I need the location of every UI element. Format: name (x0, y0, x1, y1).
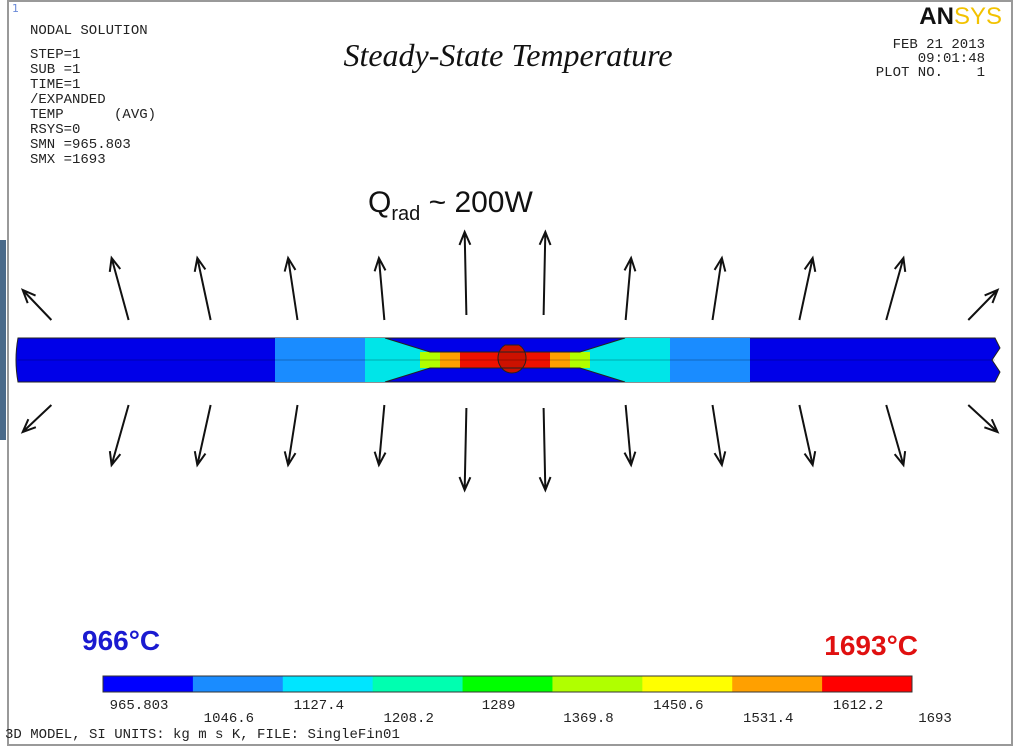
info-line: STEP=1 (30, 47, 80, 63)
fin (16, 338, 1000, 382)
info-line: RSYS=0 (30, 122, 80, 138)
legend-swatch (642, 676, 732, 692)
legend-swatch (193, 676, 283, 692)
plot-window: 1 NODAL SOLUTION STEP=1SUB =1TIME=1/EXPAN… (0, 0, 1015, 747)
info-line: SMN =965.803 (30, 137, 131, 153)
legend-label: 1531.4 (743, 711, 793, 727)
legend-label: 1612.2 (833, 698, 883, 714)
info-line: NODAL SOLUTION (30, 23, 148, 39)
annotation-text: ~ 200W (420, 186, 533, 219)
info-line: SUB =1 (30, 62, 80, 78)
min-label: 966°C (82, 625, 160, 656)
legend-swatch (822, 676, 912, 692)
annotation-symbol: Q (368, 186, 391, 219)
info-line: TEMP (AVG) (30, 107, 156, 123)
side-strip (0, 240, 6, 440)
logo-light: SYS (954, 3, 1002, 30)
legend-label: 1693 (918, 711, 952, 727)
legend-label: 1369.8 (563, 711, 613, 727)
legend-swatch (463, 676, 553, 692)
window-number: 1 (12, 2, 19, 15)
legend-swatch (103, 676, 193, 692)
fin-cap (498, 345, 526, 373)
title: Steady-State Temperature (343, 37, 672, 73)
info-line: SMX =1693 (30, 152, 106, 168)
legend-label: 1450.6 (653, 698, 703, 714)
stamp-line: PLOT NO. 1 (876, 65, 985, 81)
legend-label: 1127.4 (294, 698, 344, 714)
legend-swatch (283, 676, 373, 692)
legend-label: 1046.6 (204, 711, 254, 727)
legend-label: 1289 (482, 698, 516, 714)
legend-swatch (732, 676, 822, 692)
info-line: /EXPANDED (30, 92, 106, 108)
legend-label: 965.803 (110, 698, 169, 714)
info-line: TIME=1 (30, 77, 80, 93)
annotation-subscript: rad (391, 203, 420, 225)
legend-swatch (552, 676, 642, 692)
footer: 3D MODEL, SI UNITS: kg m s K, FILE: Sing… (5, 727, 400, 743)
logo-dark: AN (919, 3, 954, 30)
logo: ANSYS (919, 3, 1002, 30)
max-label: 1693°C (824, 630, 918, 661)
legend-swatch (373, 676, 463, 692)
legend-label: 1208.2 (383, 711, 433, 727)
